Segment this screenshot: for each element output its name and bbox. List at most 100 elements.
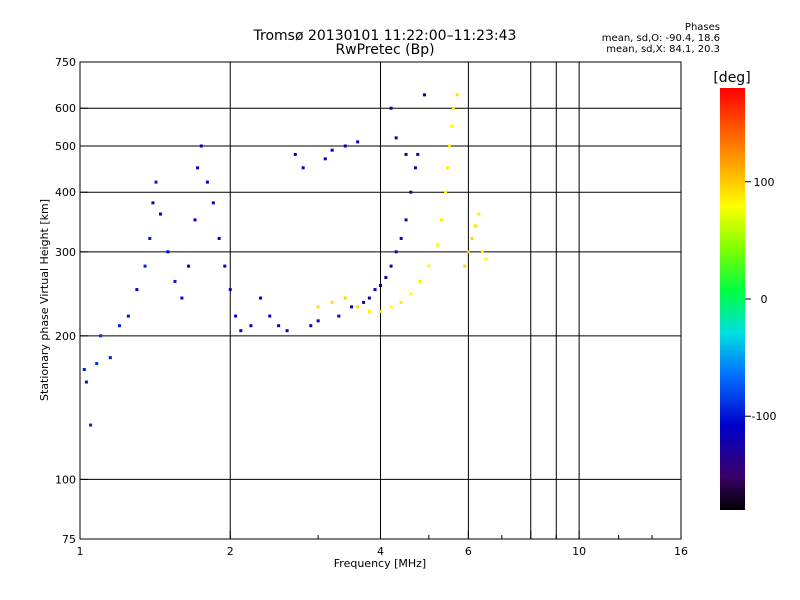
scatter-point [211,201,215,205]
scatter-point [173,279,177,283]
scatter-point [196,166,200,170]
x-tick-label: 2 [227,545,234,558]
scatter-point [343,144,347,148]
scatter-point [473,224,477,228]
y-axis-label: Stationary phase Virtual Height [km] [38,199,51,401]
stats-o-mode: mean, sd,O: -90.4, 18.6 [601,33,720,44]
x-axis-ticks: 1 2 4 6 10 16 [77,531,688,558]
y-tick-label: 400 [55,186,76,199]
scatter-point [463,264,467,268]
scatter-point [356,140,360,144]
colorbar-label: [deg] [713,70,750,86]
scatter-point [126,314,130,318]
scatter-point [422,93,426,97]
scatter-point [228,288,232,292]
y-tick-label: 100 [55,473,76,486]
scatter-point [199,144,203,148]
scatter-point [389,305,393,309]
scatter-point [440,218,444,222]
scatter-point [404,218,408,222]
scatter-point [330,300,334,304]
y-tick-label: 300 [55,246,76,259]
scatter-point [362,300,366,304]
scatter-point [323,157,327,161]
y-tick-label: 500 [55,140,76,153]
scatter-point [367,309,371,313]
scatter-point [89,423,93,427]
y-tick-label: 75 [62,533,76,546]
scatter-point [301,166,305,170]
colorbar-ticks: 100 0 -100 [745,176,776,423]
colorbar [720,88,745,510]
chart-title-line1: Tromsø 20130101 11:22:00–11:23:43 [253,28,517,44]
scatter-point [379,309,382,313]
scatter-point [409,190,413,194]
scatter-point [293,152,297,156]
scatter-point [399,236,403,240]
x-tick-label: 6 [465,545,472,558]
scatter-point [223,264,227,268]
scatter-point [477,212,481,216]
scatter-point [108,356,112,360]
x-tick-label: 16 [674,545,688,558]
x-tick-label: 4 [377,545,384,558]
scatter-point [285,329,289,333]
y-tick-label: 750 [55,56,76,69]
scatter-point [84,380,88,384]
scatter-point [389,264,393,268]
scatter-point [394,250,398,254]
x-tick-label: 1 [77,545,84,558]
scatter-point [451,106,455,110]
chart-title-line2: RwPretec (Bp) [335,42,435,58]
colorbar-tick-label: 100 [754,176,775,189]
colorbar-tick-label: 0 [761,293,768,306]
scatter-point [449,124,453,128]
scatter-point [448,144,452,148]
scatter-point [234,314,238,318]
scatter-point [316,305,320,309]
scatter-point [389,106,393,110]
grid-lines [80,62,681,539]
scatter-point [343,296,347,300]
scatter-point [470,236,474,240]
scatter-point [480,250,484,254]
scatter-point [259,296,263,300]
scatter-point [82,367,86,371]
scatter-point [268,314,272,318]
scatter-point [404,152,408,156]
scatter-point [187,264,191,268]
scatter-point [205,180,209,184]
scatter-point [435,243,439,247]
colorbar-tick-label: -100 [752,410,777,423]
scatter-point [154,180,158,184]
scatter-point [239,329,243,333]
scatter-point [466,250,470,254]
scatter-point [409,292,413,296]
y-axis-ticks: 75 100 200 300 400 500 600 750 [55,56,88,546]
scatter-point [455,93,459,97]
scatter-point [249,324,253,328]
scatter-point [379,283,382,287]
scatter-point [143,264,147,268]
scatter-point [135,288,139,292]
scatter-point [418,279,422,283]
x-tick-label: 10 [572,545,586,558]
scatter-point [316,319,320,323]
x-axis-label: Frequency [MHz] [334,557,426,570]
y-tick-label: 200 [55,330,76,343]
scatter-point [399,300,403,304]
scatter-point [484,257,488,261]
scatter-points [82,93,488,427]
scatter-point [394,136,398,140]
scatter-point [180,296,184,300]
stats-heading: Phases [684,22,720,33]
scatter-point [350,305,354,309]
scatter-point [356,305,360,309]
scatter-point [277,324,281,328]
scatter-point [217,236,221,240]
stats-x-mode: mean, sd,X: 84.1, 20.3 [606,44,720,55]
scatter-point [118,324,122,328]
y-tick-label: 600 [55,102,76,115]
scatter-point [330,148,334,152]
scatter-point [159,212,163,216]
